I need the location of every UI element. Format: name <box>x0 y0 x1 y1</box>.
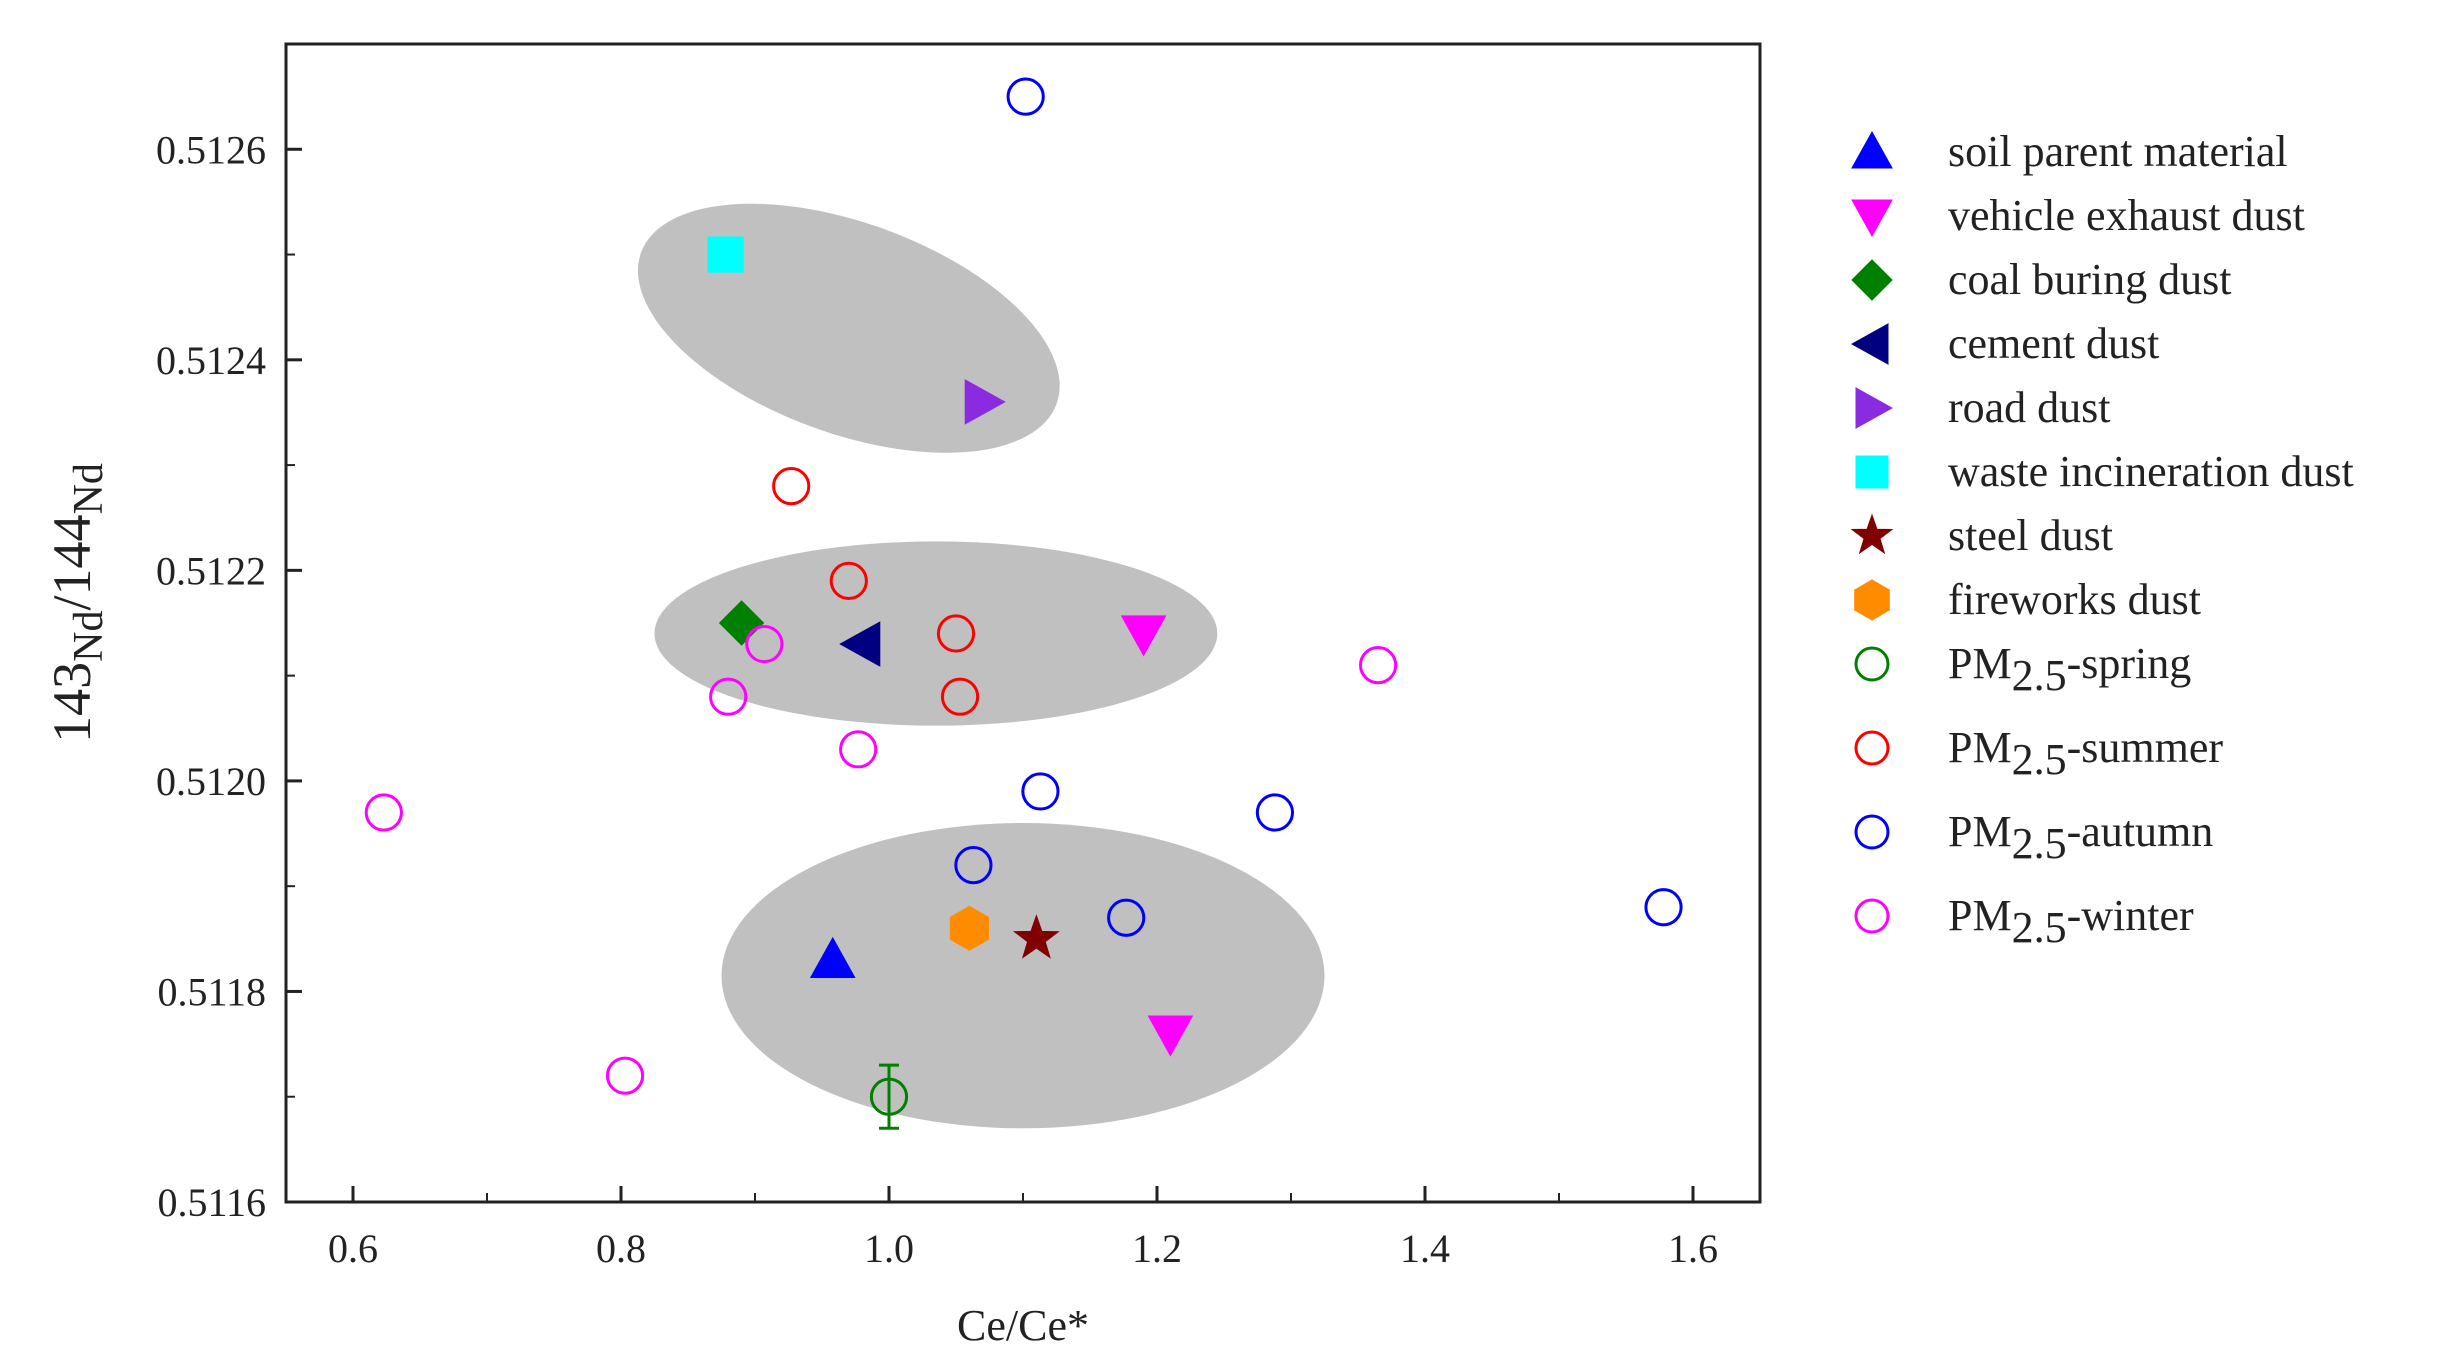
legend-marker <box>1850 323 1889 365</box>
point-pm2-5-autumn <box>1006 77 1045 116</box>
point-fireworks-dust <box>949 905 989 951</box>
data-points <box>364 77 1683 1130</box>
legend-marker <box>1851 130 1893 169</box>
ellipse-lower-cluster <box>721 823 1325 1129</box>
legend-marker <box>1851 259 1893 301</box>
x-tick-label: 1.2 <box>1132 1226 1182 1271</box>
legend-label: PM2.5-winter <box>1948 891 2194 952</box>
point-pm2-5-winter <box>745 624 784 664</box>
legend: soil parent material vehicle exhaust dust… <box>1850 127 2354 952</box>
legend-marker <box>1855 387 1894 429</box>
ellipse-upper-cluster <box>637 203 1060 453</box>
y-tick-label: 0.5118 <box>157 969 266 1014</box>
x-tick-label: 1.4 <box>1400 1226 1450 1271</box>
point-cement-dust <box>839 621 881 667</box>
legend-marker <box>1854 814 1890 850</box>
y-tick-label: 0.5124 <box>156 338 266 383</box>
point-steel-dust <box>1012 914 1060 959</box>
y-tick-label: 0.5126 <box>156 127 266 172</box>
point-pm2-5-autumn <box>1107 898 1146 937</box>
x-tick-label: 0.6 <box>328 1226 378 1271</box>
point-pm2-5-autumn <box>954 846 993 885</box>
point-pm2-5-winter <box>605 1056 645 1095</box>
x-tick-label: 1.0 <box>864 1226 914 1271</box>
legend-label: fireworks dust <box>1948 575 2201 624</box>
cluster-ellipses <box>637 203 1325 1129</box>
legend-label: road dust <box>1948 383 2111 432</box>
y-tick-label: 0.5116 <box>157 1180 266 1225</box>
y-title-base: 143 <box>42 662 102 743</box>
y-title-sub: Nd <box>66 611 112 662</box>
x-axis-title: Ce/Ce* <box>957 1301 1089 1350</box>
point-pm2-5-winter <box>709 677 748 716</box>
point-pm2-5-summer <box>940 677 980 716</box>
legend-marker <box>1850 513 1894 555</box>
legend-label: vehicle exhaust dust <box>1948 191 2305 240</box>
point-pm2-5-winter <box>364 793 403 832</box>
legend-label: coal buring dust <box>1948 255 2232 304</box>
x-tick-label: 1.6 <box>1668 1226 1718 1271</box>
point-coal-buring-dust <box>718 600 765 646</box>
point-pm2-5-summer <box>772 467 811 506</box>
y-tick-label: 0.5120 <box>156 759 266 804</box>
y-tick-label: 0.5122 <box>156 548 266 593</box>
legend-label: PM2.5-summer <box>1948 723 2223 784</box>
y-title-base2: 144 <box>42 514 102 595</box>
legend-marker <box>1854 730 1890 766</box>
legend-label: soil parent material <box>1948 127 2288 176</box>
point-pm2-5-summer <box>829 561 868 600</box>
y-axis-title: 143Nd/144Nd <box>42 463 112 743</box>
legend-label: waste incineration dust <box>1948 447 2354 496</box>
y-title-sub2: Nd <box>66 463 112 514</box>
point-soil-parent-material <box>809 936 856 978</box>
point-pm2-5-summer <box>936 614 976 653</box>
point-vehicle-exhaust-dust <box>1147 1015 1194 1057</box>
legend-label: steel dust <box>1948 511 2113 560</box>
legend-marker <box>1851 199 1893 238</box>
legend-label: cement dust <box>1948 319 2159 368</box>
axis-ticks: 0.6 0.8 1.0 1.2 1.4 1.6 0.5116 0.5118 0.5120 0.51… <box>156 43 1718 1271</box>
point-road-dust <box>964 379 1006 425</box>
point-pm2-5-autumn <box>1255 793 1295 832</box>
ellipse-middle-cluster <box>654 541 1218 726</box>
point-pm2-5-autumn <box>1644 888 1683 927</box>
x-tick-label: 0.8 <box>596 1226 646 1271</box>
legend-marker <box>1854 579 1890 621</box>
point-waste-incineration-dust <box>707 236 744 273</box>
point-pm2-5-spring <box>869 1077 909 1116</box>
point-vehicle-exhaust-dust <box>1120 615 1167 657</box>
point-pm2-5-winter <box>839 730 878 769</box>
y-title-sep: / <box>42 595 102 610</box>
point-pm2-5-winter <box>1359 646 1398 685</box>
legend-marker <box>1854 646 1890 682</box>
legend-marker <box>1855 455 1889 489</box>
point-pm2-5-autumn <box>1021 772 1060 811</box>
legend-marker <box>1854 898 1890 934</box>
legend-label: PM2.5-spring <box>1948 639 2191 700</box>
legend-label: PM2.5-autumn <box>1948 807 2213 868</box>
